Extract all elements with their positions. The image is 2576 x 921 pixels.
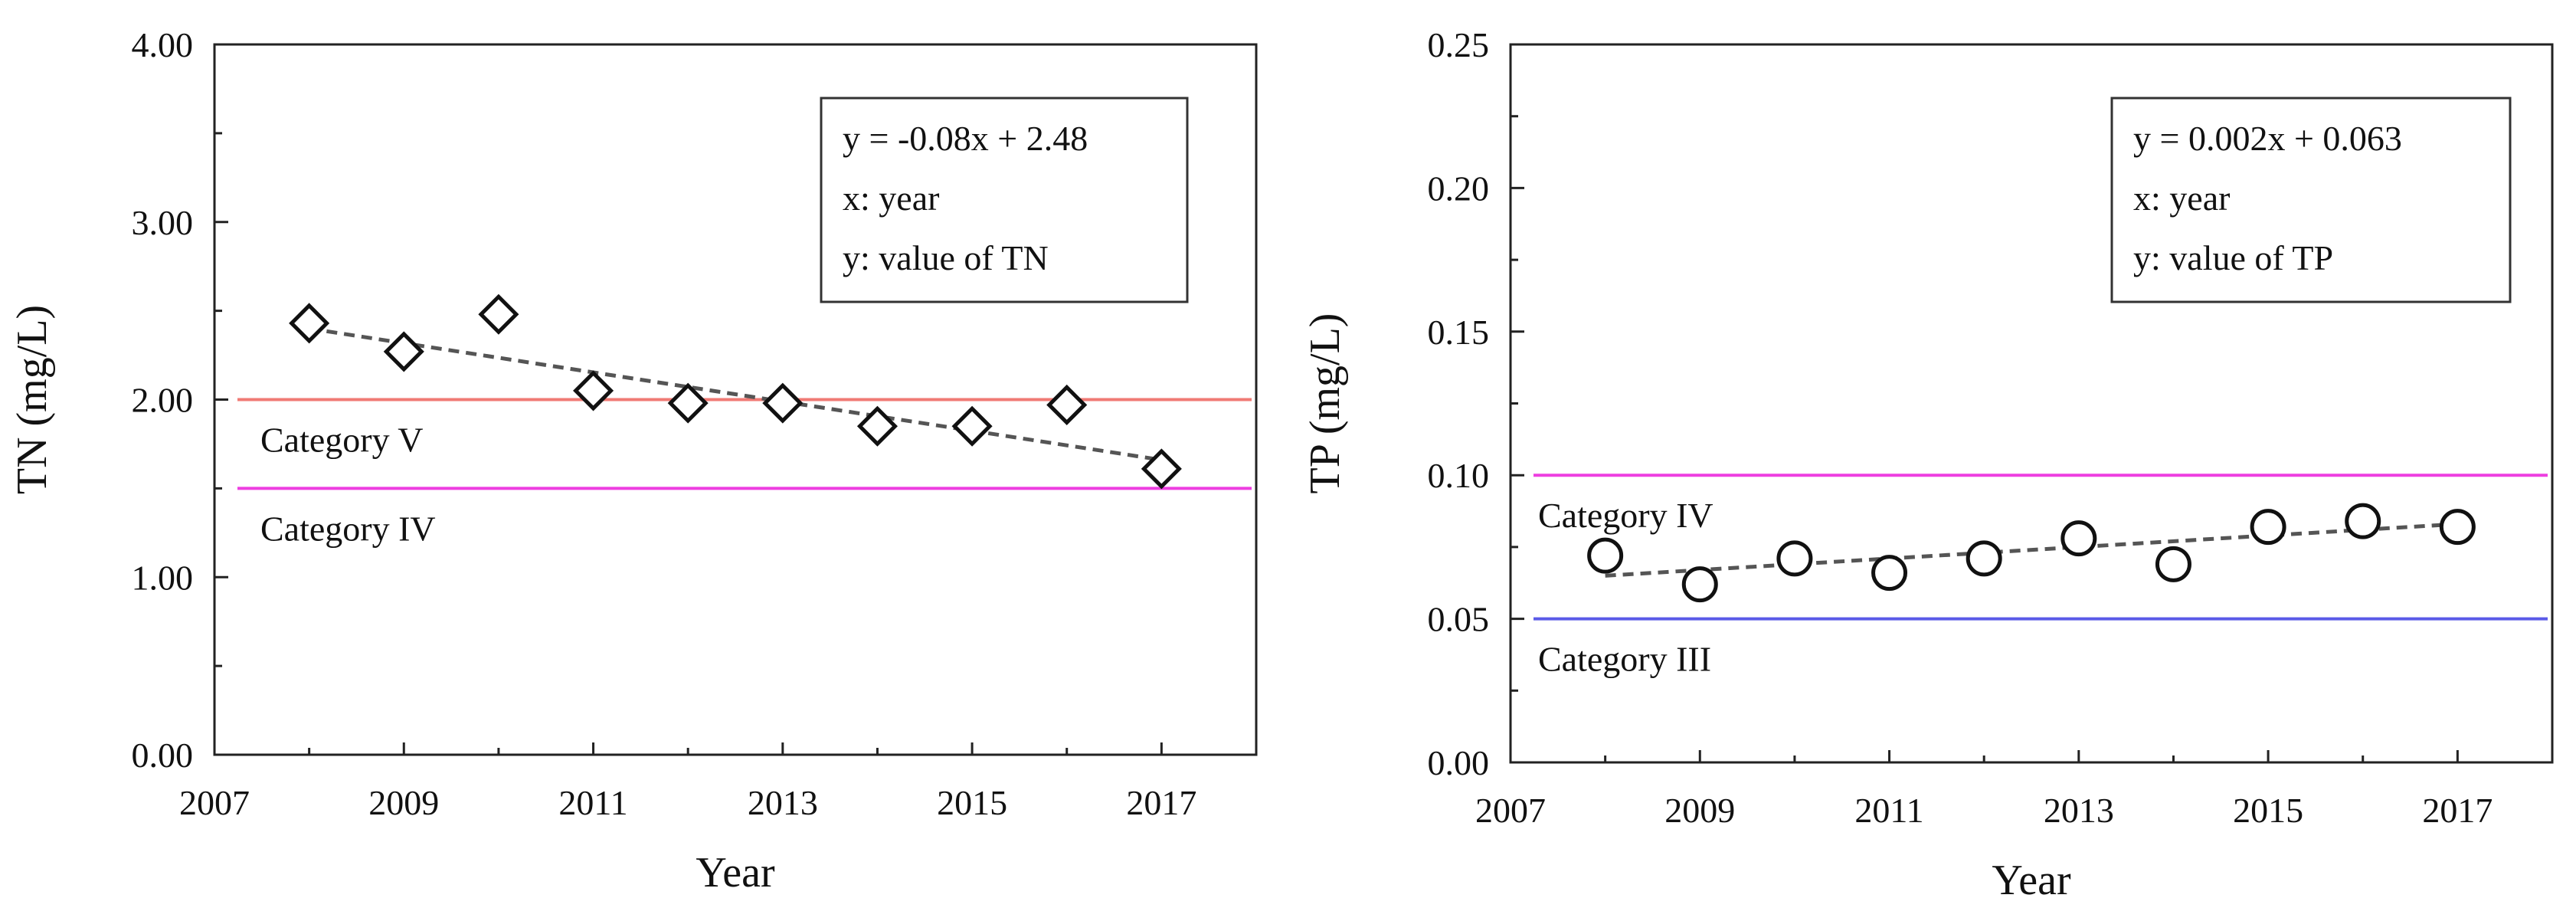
y-tick-label: 2.00 xyxy=(132,381,194,420)
data-point-2011 xyxy=(573,370,614,411)
equation-box xyxy=(820,97,1189,303)
x-tick-label: 2015 xyxy=(937,783,1007,822)
equation-legend-line: x: year xyxy=(2133,179,2230,218)
data-point-2011 xyxy=(1871,555,1908,592)
y-tick-label: 0.00 xyxy=(132,736,194,775)
x-tick-label: 2017 xyxy=(2422,791,2493,830)
data-point-2010 xyxy=(1776,540,1813,577)
data-point-2015 xyxy=(2250,509,2286,546)
x-tick-label: 2013 xyxy=(748,783,818,822)
x-tick-label: 2007 xyxy=(179,783,250,822)
data-point-2009 xyxy=(1681,566,1718,603)
y-tick-label: 0.25 xyxy=(1428,25,1490,64)
y-tick-label: 4.00 xyxy=(132,25,194,64)
regression-equation: y = 0.002x + 0.063 xyxy=(2133,119,2402,158)
data-point-2008 xyxy=(289,303,330,344)
data-point-2010 xyxy=(478,293,519,335)
x-tick-label: 2007 xyxy=(1475,791,1546,830)
y-tick-label: 3.00 xyxy=(132,203,194,242)
x-axis-title: Year xyxy=(696,849,775,896)
reference-label-category-iv: Category IV xyxy=(260,509,436,548)
equation-legend-line: y: value of TP xyxy=(2133,238,2333,277)
data-point-2013 xyxy=(2060,520,2097,557)
data-point-2008 xyxy=(1587,537,1624,574)
y-axis-title: TN (mg/L) xyxy=(8,305,56,494)
x-tick-label: 2015 xyxy=(2233,791,2303,830)
y-tick-label: 0.10 xyxy=(1428,456,1490,495)
data-point-2014 xyxy=(856,405,898,447)
y-tick-label: 0.15 xyxy=(1428,313,1490,352)
data-point-2013 xyxy=(762,382,804,424)
regression-equation: y = -0.08x + 2.48 xyxy=(843,119,1088,158)
y-tick-label: 0.00 xyxy=(1428,743,1490,782)
reference-label-category-v: Category V xyxy=(260,421,424,460)
x-tick-label: 2011 xyxy=(558,783,627,822)
x-tick-label: 2009 xyxy=(1664,791,1735,830)
equation-box xyxy=(2110,97,2512,303)
x-tick-label: 2017 xyxy=(1126,783,1196,822)
chart-tp: Category IV Category III 0.00 0.05 0.10 0.15 0… xyxy=(1301,25,2554,904)
data-point-2012 xyxy=(667,382,709,424)
x-tick-label: 2009 xyxy=(368,783,439,822)
y-tick-label: 0.05 xyxy=(1428,600,1490,639)
data-point-2009 xyxy=(383,331,424,372)
data-point-2015 xyxy=(951,405,993,447)
x-tick-label: 2011 xyxy=(1854,791,1923,830)
x-axis-title: Year xyxy=(1992,857,2071,904)
data-point-2016 xyxy=(1046,384,1088,425)
trendline xyxy=(309,326,1162,462)
trendline xyxy=(1605,522,2458,578)
data-point-2014 xyxy=(2155,546,2191,582)
equation-legend-line: y: value of TN xyxy=(843,238,1049,277)
chart-tn: Category V Category IV 0.00 1.00 2.00 3.00 4.0… xyxy=(8,25,1258,896)
data-point-2017 xyxy=(1141,448,1182,490)
data-point-2012 xyxy=(1966,540,2002,577)
y-axis-title: TP (mg/L) xyxy=(1301,313,1349,494)
data-point-2017 xyxy=(2439,509,2476,546)
data-point-2016 xyxy=(2345,503,2381,539)
y-tick-label: 0.20 xyxy=(1428,169,1490,208)
y-tick-label: 1.00 xyxy=(132,558,194,597)
x-tick-label: 2013 xyxy=(2044,791,2114,830)
reference-label-category-iv: Category IV xyxy=(1538,496,1714,535)
equation-legend-line: x: year xyxy=(843,179,939,218)
reference-label-category-iii: Category III xyxy=(1538,640,1711,679)
